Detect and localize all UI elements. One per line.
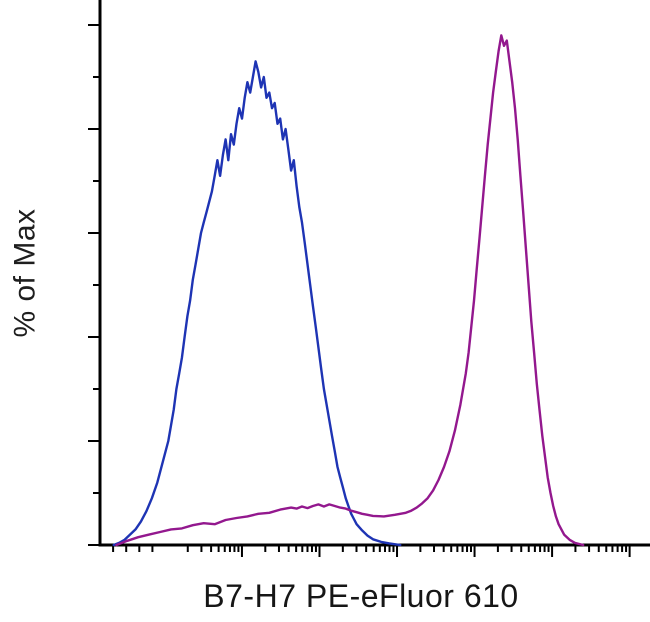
blue-histogram-curve <box>112 60 402 547</box>
x-axis-ticks <box>112 545 631 557</box>
y-axis-ticks <box>88 24 100 546</box>
purple-histogram-curve <box>115 34 585 547</box>
